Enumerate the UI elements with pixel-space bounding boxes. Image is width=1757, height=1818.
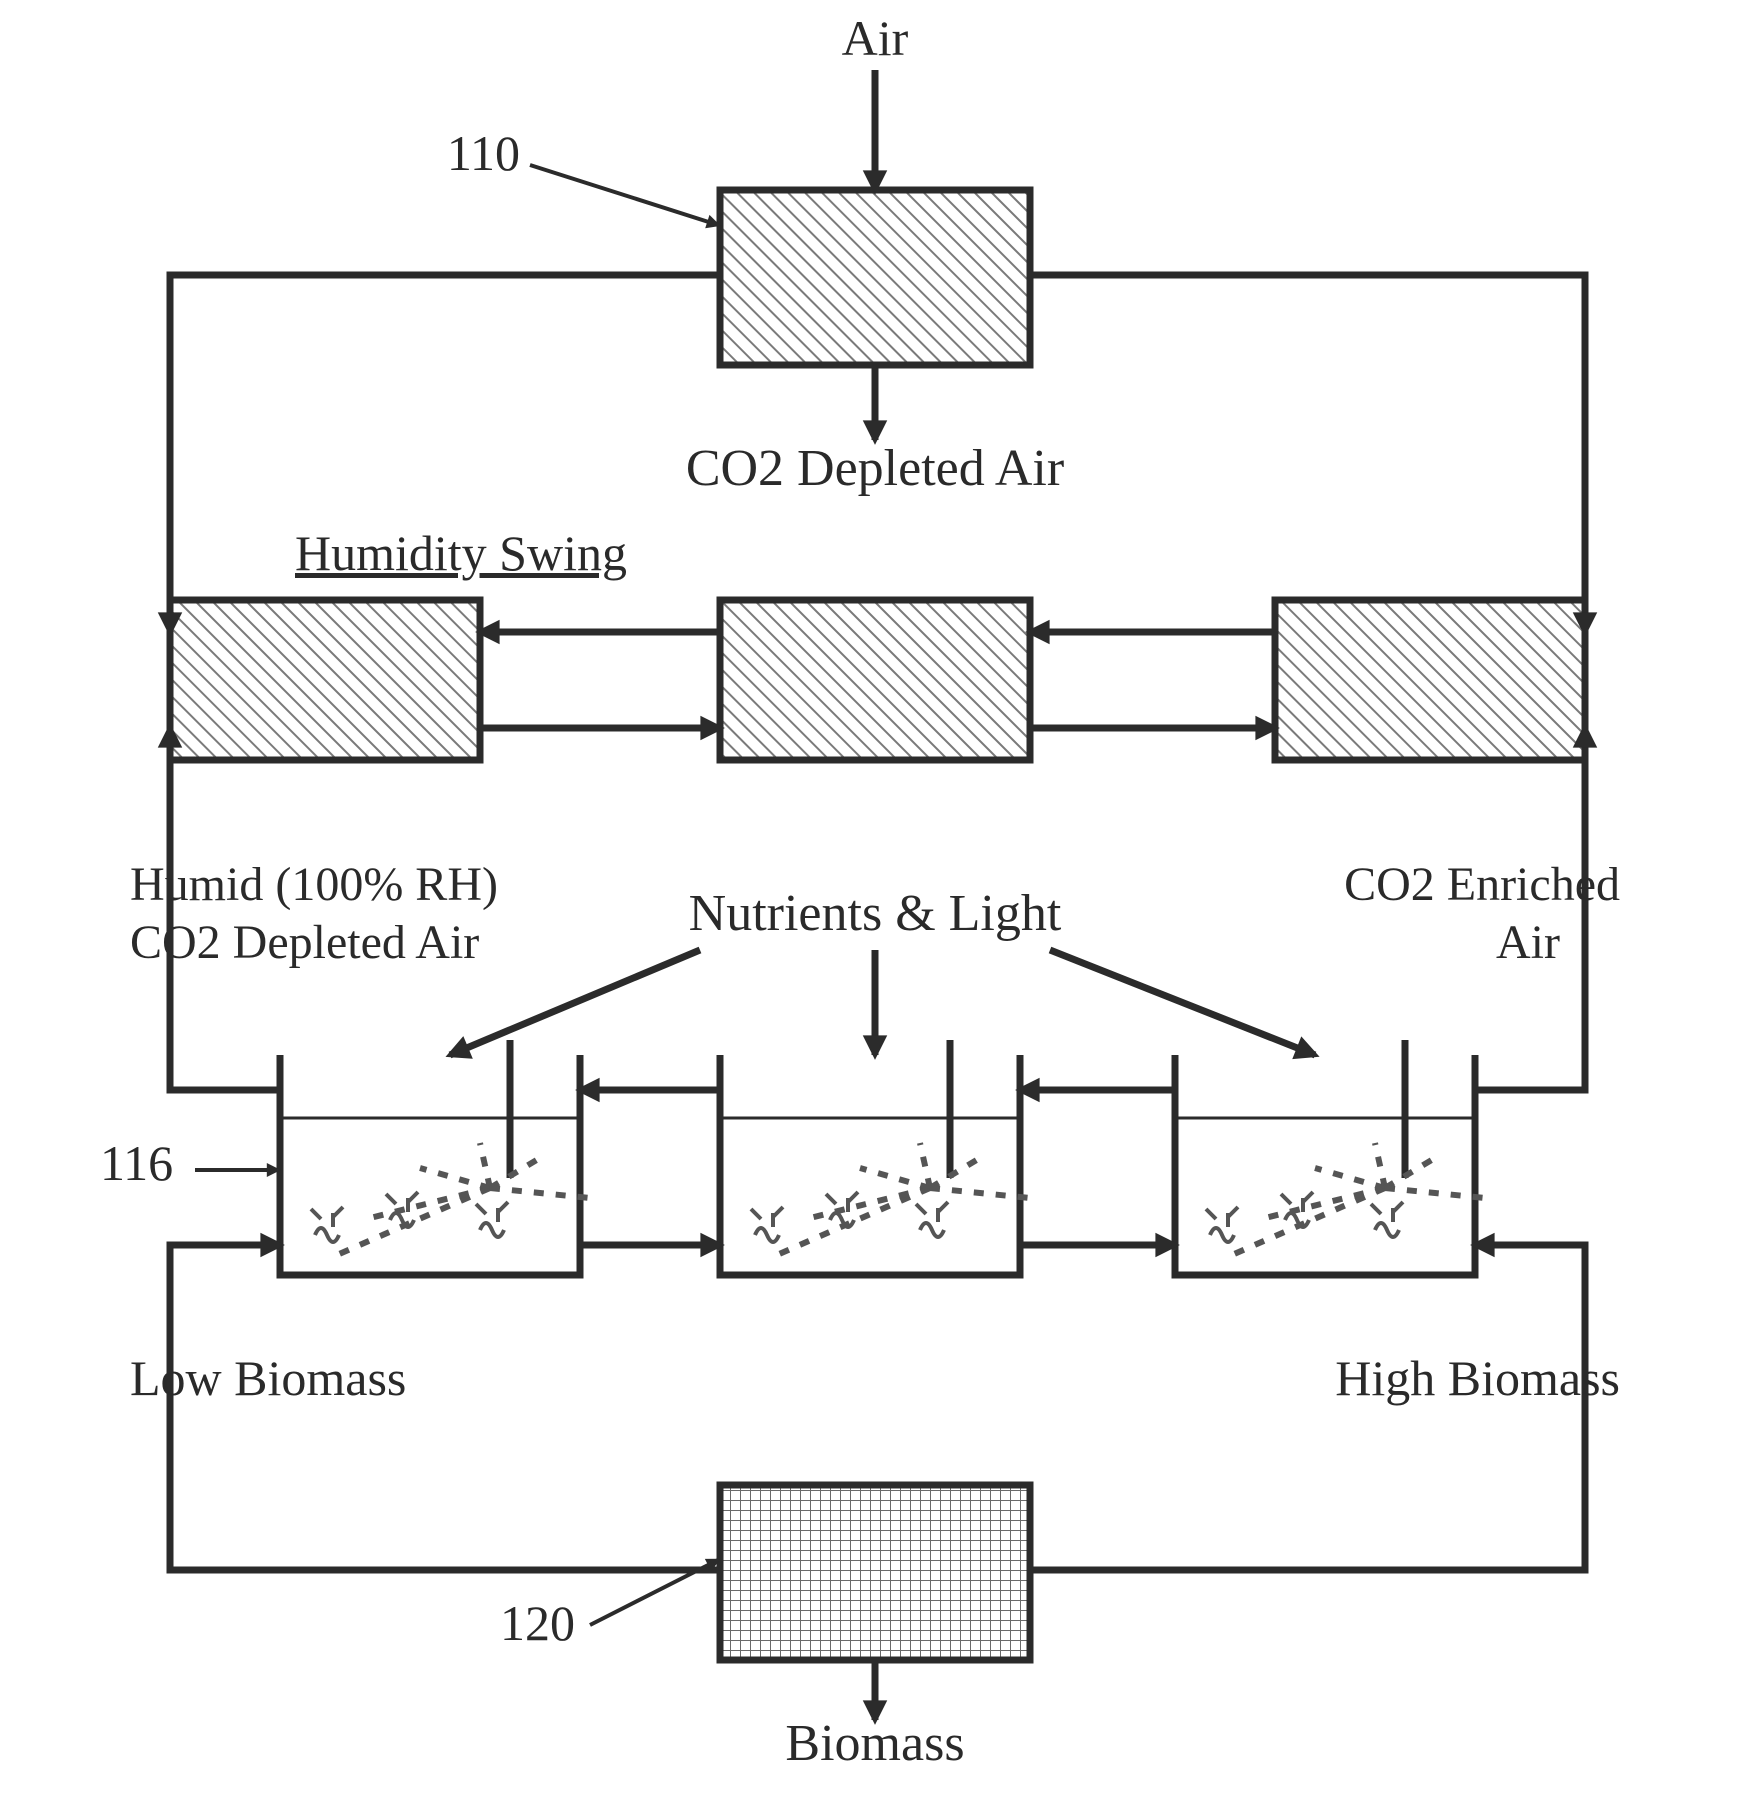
box-mid_right <box>1275 600 1585 760</box>
box-bot_out <box>720 1485 1030 1660</box>
co2_enriched_1: CO2 Enriched <box>1344 858 1620 911</box>
humidity_swing: Humidity Swing <box>295 525 627 581</box>
arrow-nut-right <box>1050 950 1315 1055</box>
arrow-highbio-loop <box>1030 1245 1585 1570</box>
nutrients: Nutrients & Light <box>689 885 1062 942</box>
biomass: Biomass <box>785 1715 964 1772</box>
cultivator-right <box>1175 1040 1485 1275</box>
cultivator-center <box>720 1040 1030 1275</box>
box-mid_center <box>720 600 1030 760</box>
ref120: 120 <box>500 1595 575 1651</box>
humid_2: CO2 Depleted Air <box>130 916 479 969</box>
box-mid_left <box>170 600 480 760</box>
co2_enriched_2: Air <box>1496 916 1560 969</box>
box-top <box>720 190 1030 365</box>
ref116: 116 <box>100 1135 173 1191</box>
cultivator-left <box>280 1040 590 1275</box>
air: Air <box>842 10 909 66</box>
arrow-ref110-arrow <box>530 165 718 225</box>
low_biomass: Low Biomass <box>130 1350 406 1406</box>
high_biomass: High Biomass <box>1335 1350 1620 1406</box>
arrow-nut-left <box>450 950 700 1055</box>
co2_depleted: CO2 Depleted Air <box>686 440 1064 497</box>
arrow-lowbio-loop <box>170 1245 720 1570</box>
ref110: 110 <box>447 125 520 181</box>
humid_1: Humid (100% RH) <box>130 858 498 911</box>
arrow-top-right-out <box>1030 275 1585 632</box>
